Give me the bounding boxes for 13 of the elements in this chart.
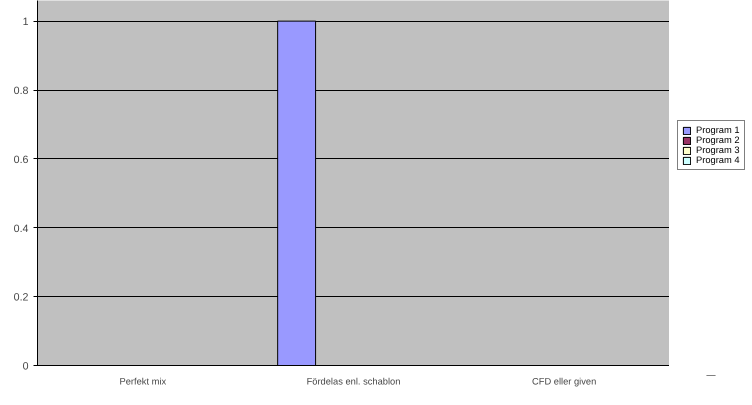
y-tick-label: 0.2 bbox=[14, 292, 29, 304]
y-tick-label: 1 bbox=[22, 16, 29, 28]
legend-label: Program 2 bbox=[696, 135, 740, 145]
legend-label: Program 3 bbox=[696, 145, 740, 155]
x-tick-label: Perfekt mix bbox=[120, 376, 166, 386]
legend-label: Program 1 bbox=[696, 125, 740, 135]
y-tick-label: 0.6 bbox=[14, 154, 29, 166]
x-tick-label: Fördelas enl. schablon bbox=[306, 376, 400, 386]
x-tick-label: CFD eller given bbox=[532, 376, 596, 386]
y-tick-label: 0 bbox=[22, 360, 29, 372]
y-tick-label: 0.4 bbox=[14, 222, 29, 235]
legend-label: Program 4 bbox=[696, 155, 740, 165]
y-tick-label: 0.8 bbox=[14, 85, 29, 98]
